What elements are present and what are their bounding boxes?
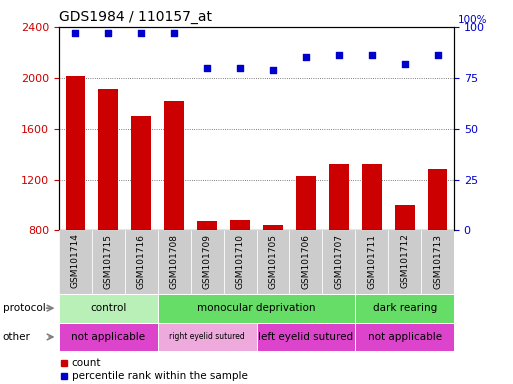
Bar — [355, 323, 454, 351]
Bar — [191, 230, 224, 294]
Text: other: other — [3, 332, 30, 342]
Point — [236, 65, 244, 71]
Point — [269, 66, 277, 73]
Point — [401, 60, 409, 66]
Text: GSM101708: GSM101708 — [170, 233, 179, 288]
Text: GSM101705: GSM101705 — [268, 233, 278, 288]
Bar — [362, 164, 382, 332]
Bar — [197, 222, 217, 332]
Bar — [329, 164, 349, 332]
Bar — [59, 294, 158, 323]
Text: GSM101709: GSM101709 — [203, 233, 212, 288]
Bar — [59, 230, 92, 294]
Bar — [296, 176, 315, 332]
Text: 100%: 100% — [458, 15, 488, 25]
Text: GSM101715: GSM101715 — [104, 233, 113, 288]
Text: GSM101714: GSM101714 — [71, 233, 80, 288]
Point — [334, 52, 343, 58]
Text: monocular deprivation: monocular deprivation — [198, 303, 315, 313]
Bar — [164, 101, 184, 332]
Bar — [131, 116, 151, 332]
Point — [71, 30, 80, 36]
Bar — [428, 169, 447, 332]
Bar — [98, 89, 118, 332]
Bar — [289, 230, 322, 294]
Text: GSM101716: GSM101716 — [137, 233, 146, 288]
Text: left eyelid sutured: left eyelid sutured — [259, 332, 353, 342]
Point — [104, 30, 112, 36]
Bar — [92, 230, 125, 294]
Bar — [388, 230, 421, 294]
Text: protocol: protocol — [3, 303, 45, 313]
Bar — [256, 230, 289, 294]
Text: GSM101713: GSM101713 — [433, 233, 442, 288]
Text: GSM101707: GSM101707 — [334, 233, 343, 288]
Point — [203, 65, 211, 71]
Bar — [158, 294, 355, 323]
Text: percentile rank within the sample: percentile rank within the sample — [72, 371, 248, 381]
Point — [368, 52, 376, 58]
Text: GSM101706: GSM101706 — [301, 233, 310, 288]
Text: count: count — [72, 358, 102, 368]
Bar — [263, 225, 283, 332]
Bar — [355, 230, 388, 294]
Bar — [230, 220, 250, 332]
Point — [302, 55, 310, 61]
Text: GSM101710: GSM101710 — [235, 233, 245, 288]
Bar — [224, 230, 256, 294]
Text: not applicable: not applicable — [71, 332, 145, 342]
Bar — [421, 230, 454, 294]
Text: dark rearing: dark rearing — [372, 303, 437, 313]
Text: GSM101711: GSM101711 — [367, 233, 376, 288]
Bar — [355, 294, 454, 323]
Point — [137, 30, 145, 36]
Bar — [256, 323, 355, 351]
Bar — [158, 323, 256, 351]
Bar — [322, 230, 355, 294]
Bar — [125, 230, 158, 294]
Point — [170, 30, 179, 36]
Bar — [158, 230, 191, 294]
Text: GDS1984 / 110157_at: GDS1984 / 110157_at — [59, 10, 212, 25]
Text: right eyelid sutured: right eyelid sutured — [169, 333, 245, 341]
Text: control: control — [90, 303, 127, 313]
Bar — [59, 323, 158, 351]
Bar — [394, 205, 415, 332]
Text: GSM101712: GSM101712 — [400, 233, 409, 288]
Bar — [66, 76, 85, 332]
Text: not applicable: not applicable — [368, 332, 442, 342]
Point — [433, 52, 442, 58]
